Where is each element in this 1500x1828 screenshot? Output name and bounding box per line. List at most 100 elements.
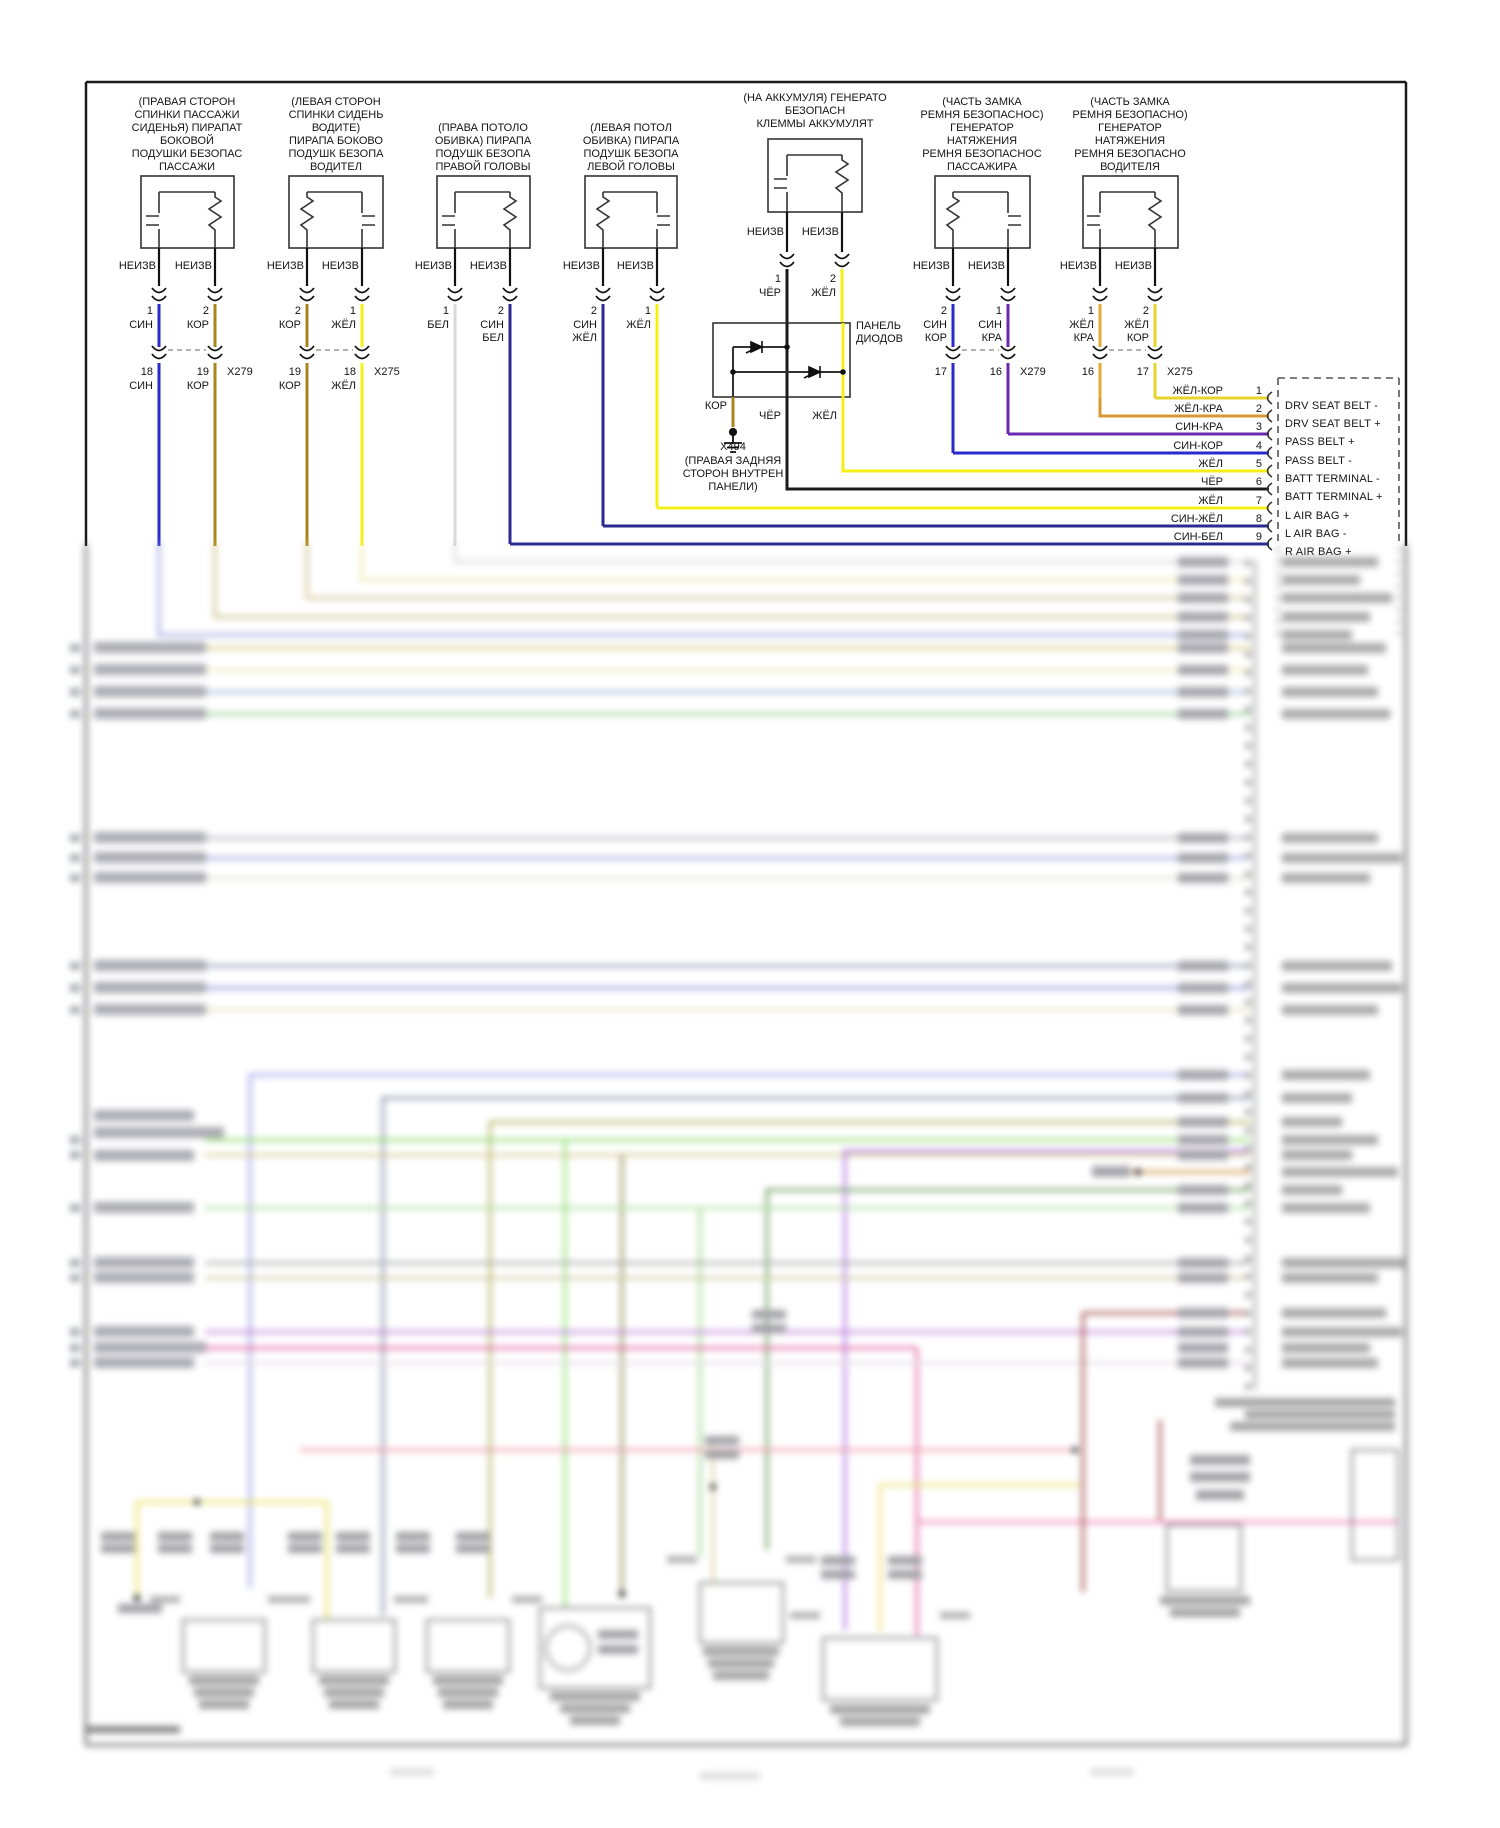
circle-component-chips xyxy=(598,1630,638,1654)
row-signal: DRV SEAT BELT - xyxy=(1285,400,1379,412)
connector-bus xyxy=(1245,560,1257,1390)
row-num: 3 xyxy=(1255,421,1262,433)
wire-elbows-top xyxy=(157,542,1250,637)
component-label: (ЧАСТЬ ЗАМКА РЕМНЯ БЕЗОПАСНО) ГЕНЕРАТОР … xyxy=(1072,96,1188,173)
wire-bundle-a xyxy=(205,646,1250,716)
row-num: 4 xyxy=(1255,440,1262,452)
bus-signal-label-chips xyxy=(1282,557,1406,1368)
wire-color: ЖЁЛ xyxy=(812,410,837,422)
wire-status: НЕИЗВ xyxy=(118,260,156,272)
conn-pin: 19 xyxy=(196,366,209,378)
pin-number: 1 xyxy=(995,305,1002,317)
conn-pin: 16 xyxy=(989,366,1002,378)
wire-bundle-b xyxy=(205,836,1250,880)
conn-pin: 19 xyxy=(288,366,301,378)
row-wire: ЖЁЛ-КОР xyxy=(1172,385,1223,397)
wire-color: СИН КРА xyxy=(978,319,1002,344)
conn-wire: СИН xyxy=(129,380,153,392)
connector-id: X275 xyxy=(1167,366,1193,378)
wire-color: КОР xyxy=(186,319,209,331)
conn-pin: 18 xyxy=(343,366,356,378)
conn-wire: КОР xyxy=(186,380,209,392)
pin-number: 1 xyxy=(442,305,449,317)
wire-color: КОР xyxy=(278,319,301,331)
conn-pin: 17 xyxy=(1136,366,1149,378)
row-num: 6 xyxy=(1255,476,1262,488)
row-signal: PASS BELT - xyxy=(1285,455,1353,467)
conn-wire: ЖЁЛ xyxy=(331,380,356,392)
component-label: (ЛЕВАЯ ПОТОЛ ОБИВКА) ПИРАПА ПОДУШК БЕЗОП… xyxy=(582,122,680,173)
connector-id: X279 xyxy=(1020,366,1046,378)
wire-color: ЧЁР xyxy=(758,410,781,422)
frame-blur xyxy=(84,544,1408,1747)
row-num: 2 xyxy=(1255,403,1262,415)
wire-bundle-c xyxy=(205,964,1250,1012)
pin-number: 1 xyxy=(774,273,781,285)
wire-status: НЕИЗВ xyxy=(616,260,654,272)
diode-panel-label: ПАНЕЛЬ ДИОДОВ xyxy=(856,320,904,345)
wire-status: НЕИЗВ xyxy=(967,260,1005,272)
component-label: (НА АККУМУЛЯ) ГЕНЕРАТО БЕЗОПАСН КЛЕММЫ А… xyxy=(743,92,887,130)
wire-status: НЕИЗВ xyxy=(321,260,359,272)
row-wire: СИН-КРА xyxy=(1175,421,1223,433)
conn-pin: 18 xyxy=(140,366,153,378)
wire-color: СИН БЕЛ xyxy=(480,319,504,344)
pin-number: 1 xyxy=(146,305,153,317)
row-wire: СИН-КОР xyxy=(1173,440,1223,452)
ground-location: (ПРАВАЯ ЗАДНЯЯ СТОРОН ВНУТРЕН ПАНЕЛИ) xyxy=(682,455,784,493)
pin-number: 2 xyxy=(497,305,504,317)
wire-drops-mid xyxy=(205,1073,1250,1630)
conn-pin: 16 xyxy=(1081,366,1094,378)
bottom-component-tabs xyxy=(150,1556,970,1619)
row-wire: СИН-ЖЁЛ xyxy=(1170,513,1223,525)
ground-id: X494 xyxy=(720,441,746,453)
wire-bundle-g xyxy=(205,1330,1250,1635)
left-edge-row-chips xyxy=(70,642,224,1368)
wire-bundle-f xyxy=(205,1261,1250,1280)
pin-number: 2 xyxy=(202,305,209,317)
pin-number: 2 xyxy=(294,305,301,317)
pin-number: 2 xyxy=(829,273,836,285)
row-signal: L AIR BAG - xyxy=(1285,528,1347,540)
wire-status: НЕИЗВ xyxy=(266,260,304,272)
wire-status: НЕИЗВ xyxy=(746,226,784,238)
wires-lower-extras xyxy=(135,1311,1398,1632)
wire-color: ЧЁР xyxy=(758,287,781,299)
row-wire: ЖЁЛ xyxy=(1198,495,1223,507)
pin-number: 1 xyxy=(644,305,651,317)
wire-color: ЖЁЛ xyxy=(626,319,651,331)
row-signal: DRV SEAT BELT + xyxy=(1285,418,1381,430)
wire-color: ЖЁЛ КРА xyxy=(1069,319,1094,344)
connector-id: X279 xyxy=(227,366,253,378)
wire-status: НЕИЗВ xyxy=(414,260,452,272)
wire-color: ЖЁЛ xyxy=(811,287,836,299)
pin-number: 2 xyxy=(1142,305,1149,317)
wire-status: НЕИЗВ xyxy=(1059,260,1097,272)
bus-wire-color-chips xyxy=(1092,557,1228,1368)
pin-number: 2 xyxy=(590,305,597,317)
wire-status: НЕИЗВ xyxy=(469,260,507,272)
row-num: 9 xyxy=(1255,531,1262,543)
junction-dots xyxy=(133,1168,1142,1602)
row-signal: BATT TERMINAL - xyxy=(1285,473,1380,485)
motor-icon xyxy=(544,1624,592,1672)
connector-id: X275 xyxy=(374,366,400,378)
pin-number: 1 xyxy=(1087,305,1094,317)
component-label: (ПРАВА ПОТОЛО ОБИВКА) ПИРАПА ПОДУШК БЕЗО… xyxy=(434,122,532,173)
conn-wire: КОР xyxy=(278,380,301,392)
row-signal: PASS BELT + xyxy=(1285,436,1355,448)
wire-color: КОР xyxy=(704,400,727,412)
component-label: (ЧАСТЬ ЗАМКА РЕМНЯ БЕЗОПАСНОС) ГЕНЕРАТОР… xyxy=(920,96,1044,173)
row-num: 7 xyxy=(1255,495,1262,507)
srs-box-continuation xyxy=(1277,546,1400,640)
component-label: (ПРАВАЯ СТОРОН СПИНКИ ПАССАЖИ СИДЕНЬЯ) П… xyxy=(131,96,243,173)
pin-number: 2 xyxy=(940,305,947,317)
row-wire: ЖЁЛ-КРА xyxy=(1174,403,1223,415)
wire-status: НЕИЗВ xyxy=(801,226,839,238)
wire-color: ЖЁЛ xyxy=(331,319,356,331)
row-wire: ЖЁЛ xyxy=(1198,458,1223,470)
wire-color: СИН ЖЁЛ xyxy=(572,319,597,344)
row-wire: ЧЁР xyxy=(1200,476,1223,488)
